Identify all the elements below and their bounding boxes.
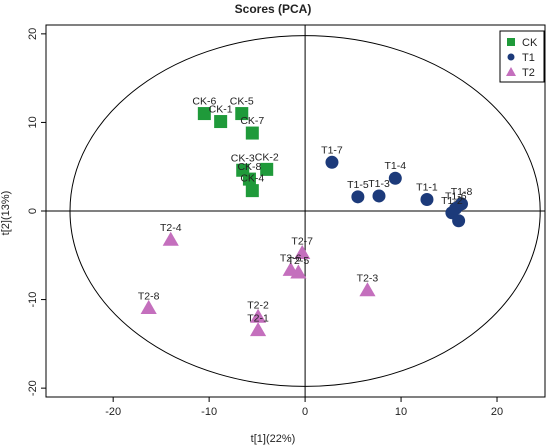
point-label: T1-3 [368, 178, 390, 190]
legend-item-t1: T1 [507, 52, 535, 64]
legend-item-ck: CK [507, 37, 538, 49]
x-tick-label: 0 [302, 406, 308, 418]
legend-label: CK [522, 37, 538, 49]
point-label: CK-1 [209, 104, 233, 116]
point-label: T1-5 [347, 179, 369, 191]
point-label: T1-6 [445, 190, 467, 202]
legend: CK T1 T2 [499, 30, 545, 83]
x-tick-label: -20 [105, 406, 121, 418]
point-label: T2-2 [247, 299, 269, 311]
ck-point [245, 184, 259, 198]
y-tick-label: 0 [27, 208, 39, 214]
legend-item-t2: T2 [506, 67, 535, 79]
legend-square-icon [507, 38, 515, 46]
point-label: CK-7 [240, 115, 264, 127]
point-label: T2-6 [280, 252, 302, 264]
point-label: T2-5 [288, 255, 310, 267]
y-tick-label: 20 [27, 28, 39, 40]
legend-triangle-icon [506, 67, 516, 76]
t2-point [162, 231, 179, 246]
ck-point [242, 172, 256, 186]
legend-label: T2 [522, 67, 535, 79]
t2-point [250, 308, 267, 323]
y-tick-label: 10 [27, 116, 39, 128]
t2-point [294, 245, 311, 260]
t2-point [250, 322, 267, 337]
point-label: CK-8 [237, 161, 261, 173]
t1-point [325, 155, 339, 169]
t2-point [359, 282, 376, 297]
y-tick-label: -10 [27, 292, 39, 308]
y-tick-label: -20 [27, 380, 39, 396]
point-label: T1-2 [441, 195, 463, 207]
t1-point [420, 192, 434, 206]
point-label: T2-1 [247, 313, 269, 325]
ck-point [235, 107, 249, 121]
t1-point [455, 197, 469, 211]
point-label: T1-4 [385, 160, 407, 172]
point-label: T2-3 [357, 273, 379, 285]
point-label: T1-8 [451, 186, 473, 198]
point-label: T2-8 [138, 290, 160, 302]
point-label: T1-7 [321, 144, 343, 156]
y-axis-label: t[2](13%) [0, 191, 12, 236]
x-tick-label: 20 [491, 406, 503, 418]
ck-point [197, 107, 211, 121]
x-tick-label: -10 [201, 406, 217, 418]
ck-point [214, 115, 228, 129]
t1-point [388, 171, 402, 185]
t1-point [452, 214, 466, 228]
point-label: CK-2 [255, 151, 279, 163]
chart-title: Scores (PCA) [235, 2, 312, 16]
point-label: CK-4 [240, 173, 264, 185]
x-axis-label: t[1](22%) [251, 433, 296, 445]
point-label: T1-1 [416, 181, 438, 193]
point-label: CK-5 [230, 96, 254, 108]
point-label: CK-3 [231, 152, 255, 164]
plot-area: -20 -10 0 10 20-20-1001020CK-1CK-2CK-3CK-4CK… [27, 24, 546, 418]
t1-point [372, 189, 386, 203]
t2-point [282, 261, 299, 276]
point-label: T2-7 [291, 236, 313, 248]
legend-label: T1 [522, 52, 535, 64]
point-label: T2-4 [160, 222, 182, 234]
t1-point [351, 190, 365, 204]
t2-point [140, 299, 157, 314]
x-tick-label: 10 [395, 406, 407, 418]
legend-circle-icon [507, 53, 515, 61]
ck-point [260, 162, 274, 176]
ck-point [245, 126, 259, 140]
point-label: CK-6 [192, 96, 216, 108]
